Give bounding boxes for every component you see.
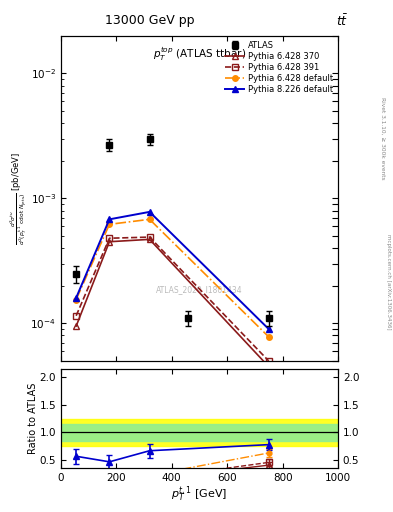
Text: 13000 GeV pp: 13000 GeV pp [105,14,194,27]
Bar [61,424,338,441]
Text: $t\bar{t}$: $t\bar{t}$ [336,14,348,29]
X-axis label: $p_T^{t,1}$ [GeV]: $p_T^{t,1}$ [GeV] [171,485,228,505]
Text: Rivet 3.1.10, ≥ 300k events: Rivet 3.1.10, ≥ 300k events [381,97,386,180]
Y-axis label: $\frac{d^2\sigma^{tu}}{d^2(p_T^{t,1}\ \mathrm{cdot}\ N_{\mathrm{jets}})}$ [pb/Ge: $\frac{d^2\sigma^{tu}}{d^2(p_T^{t,1}\ \m… [8,152,29,245]
Text: mcplots.cern.ch [arXiv:1306.3436]: mcplots.cern.ch [arXiv:1306.3436] [386,234,391,329]
Text: ATLAS_2020_I1801434: ATLAS_2020_I1801434 [156,285,243,294]
Legend: ATLAS, Pythia 6.428 370, Pythia 6.428 391, Pythia 6.428 default, Pythia 8.226 de: ATLAS, Pythia 6.428 370, Pythia 6.428 39… [224,39,335,96]
Y-axis label: Ratio to ATLAS: Ratio to ATLAS [28,383,38,454]
Text: $p_T^{top}$ (ATLAS ttbar): $p_T^{top}$ (ATLAS ttbar) [153,46,246,63]
Bar [61,419,338,446]
